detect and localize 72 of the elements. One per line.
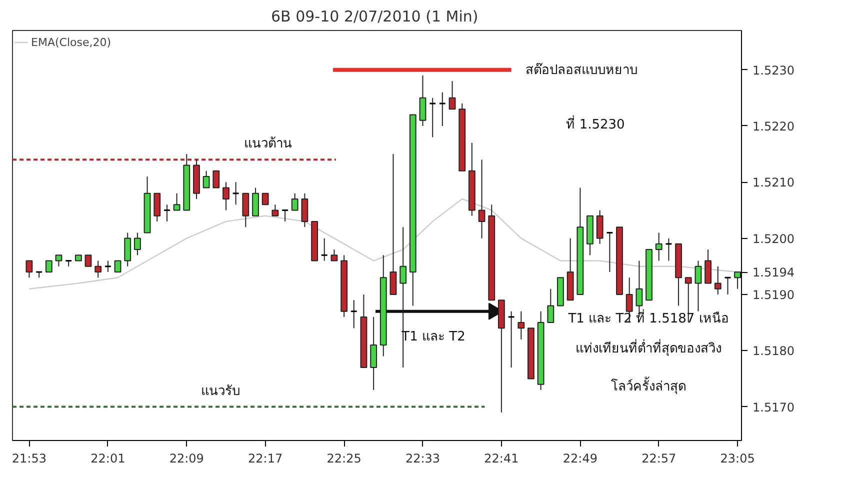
candlestick — [438, 92, 446, 126]
y-tick-label: 1.5194 — [752, 266, 794, 280]
candlestick — [272, 204, 279, 216]
x-tick-label: 22:57 — [642, 452, 676, 466]
candlestick — [154, 192, 161, 222]
candlestick — [596, 210, 604, 244]
x-tick-label: 22:17 — [248, 452, 283, 466]
candlestick — [124, 232, 132, 267]
y-tick-label: 1.5190 — [752, 288, 794, 302]
candlestick — [518, 310, 525, 340]
candlestick — [320, 238, 328, 262]
candlestick — [448, 80, 456, 110]
x-tick-label: 22:49 — [562, 452, 598, 466]
candlestick — [45, 260, 52, 273]
candlestick — [350, 300, 358, 329]
x-tick-label: 22:41 — [484, 452, 519, 466]
candlestick — [370, 316, 378, 390]
candlestick — [734, 272, 741, 290]
candlestick — [173, 192, 180, 211]
y-tick-label: 1.5210 — [752, 176, 794, 190]
candlestick — [202, 170, 210, 188]
annotation: โลว์ครั้งล่าสุด — [611, 376, 686, 394]
candlestick — [64, 260, 72, 267]
candlestick — [390, 154, 397, 295]
x-tick-label: 22:01 — [90, 452, 126, 466]
candlestick — [724, 276, 732, 295]
x-tick-label: 22:09 — [169, 452, 204, 466]
candlestick — [114, 260, 122, 273]
candlestick — [428, 97, 436, 138]
annotation: แท่งเทียนที่ต่ำที่สุดของสวิง — [576, 340, 722, 356]
candlestick — [262, 192, 269, 206]
candlestick — [163, 204, 171, 222]
candlestick — [606, 232, 614, 273]
candlestick — [419, 74, 426, 126]
candlestick — [478, 159, 486, 239]
y-tick-label: 1.5220 — [752, 119, 794, 134]
x-tick-label: 23:05 — [720, 452, 755, 466]
candlestick — [508, 310, 515, 368]
candlestick — [704, 249, 712, 284]
y-tick-label: 1.5180 — [752, 344, 794, 358]
candlestick — [694, 260, 702, 312]
candlestick — [134, 232, 141, 256]
candlestick — [547, 288, 554, 324]
x-tick-label: 21:53 — [12, 452, 47, 466]
candlestick — [84, 254, 92, 267]
candlestick — [212, 170, 220, 188]
series-label: แนวรับ — [200, 384, 240, 399]
candlestick — [301, 192, 308, 228]
chart-title: 6B 09-10 2/07/2010 (1 Min) — [270, 8, 478, 26]
candlestick — [222, 182, 230, 211]
candlestick — [655, 232, 662, 262]
y-tick-label: 1.5170 — [752, 400, 794, 414]
x-tick-label: 22:33 — [405, 452, 440, 466]
y-tick-label: 1.5200 — [752, 232, 794, 246]
candlestick — [665, 238, 672, 262]
series-label: แนวต้าน — [244, 136, 292, 152]
candlestick — [55, 254, 62, 267]
candlestick — [291, 192, 298, 211]
candlestick — [232, 182, 240, 206]
candlestick — [242, 192, 250, 228]
candlestick — [714, 266, 722, 295]
candlestick — [26, 260, 33, 278]
candlestick — [104, 260, 112, 273]
candlestick — [252, 187, 259, 216]
y-tick-label: 1.5230 — [752, 63, 794, 78]
annotation: ที่ 1.5230 — [566, 116, 625, 132]
candlestick — [330, 249, 338, 262]
legend-label: EMA(Close,20) — [31, 36, 112, 48]
series-label: สต๊อปลอสแบบหยาบ — [525, 62, 638, 78]
x-tick-label: 22:25 — [326, 452, 362, 466]
candlestick — [281, 209, 289, 222]
candlestick — [94, 260, 102, 278]
